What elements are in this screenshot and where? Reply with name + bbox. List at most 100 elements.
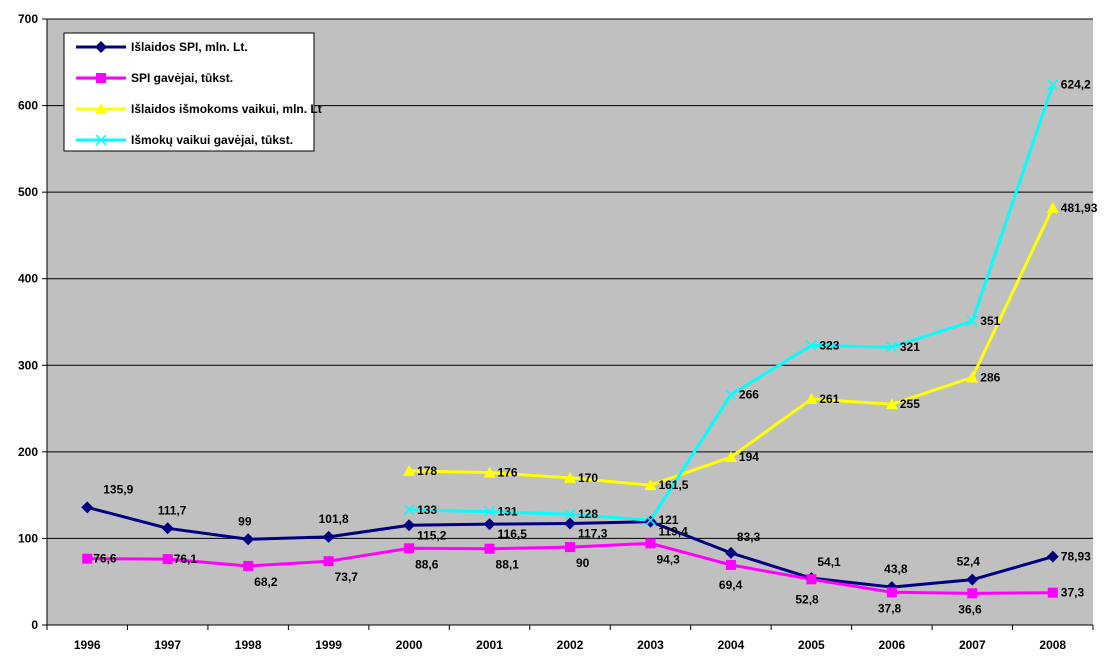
data-point [644,514,656,526]
data-label: 286 [980,370,1000,384]
data-label: 115,2 [417,528,447,542]
data-point [644,479,657,491]
x-tick-label: 2008 [1039,638,1066,652]
data-label: 194 [739,450,759,464]
data-point [484,543,495,554]
x-tick-label: 2000 [396,638,423,652]
data-point [886,341,898,353]
data-point [805,393,818,405]
data-point [724,546,737,559]
y-tick-label: 300 [18,358,38,372]
data-label: 266 [739,388,759,402]
data-point [484,506,496,518]
legend-marker [96,73,106,83]
data-point [644,515,657,528]
data-label: 321 [900,340,920,354]
x-tick-label: 2007 [959,638,986,652]
data-label: 43,8 [884,562,908,576]
y-axis-ticks: 0 100 200 300 400 500 600 700 [18,12,47,632]
data-point [565,542,575,553]
legend-label: Išmokų vaikui gavėjai, tūkst. [131,133,293,147]
data-label: 178 [417,464,437,478]
data-point [403,519,416,532]
data-label: 68,2 [254,575,278,589]
data-point [967,588,978,599]
x-tick-label: 2001 [476,638,503,652]
data-point [564,471,576,483]
data-label: 78,93 [1061,550,1091,564]
x-tick-label: 2002 [557,638,584,652]
x-tick-label: 2003 [637,638,664,652]
data-label: 94,3 [656,552,680,566]
data-point [162,554,173,565]
x-axis-ticks: 1996 1997 1998 1999 2000 2001 2002 2003 2004 2005… [46,625,1094,652]
x-tick-label: 1996 [74,638,101,652]
x-tick-label: 2004 [718,638,745,652]
data-label: 83,3 [737,530,761,544]
data-point [1046,201,1059,213]
x-tick-label: 1999 [315,638,342,652]
data-labels: 135,9 111,7 99 101,8 115,2 116,5 117,3 119,4 83,… [93,78,1098,617]
data-point [966,315,978,327]
series-markers [81,79,1059,599]
data-point [483,466,496,478]
data-label: 255 [900,397,920,411]
x-tick-label: 2006 [878,638,905,652]
data-point [564,508,576,520]
data-point [645,538,656,549]
legend-box [63,32,315,152]
legend: Išlaidos SPI, mln. Lt. SPI gavėjai, tūkst… [63,32,322,152]
data-label: 117,3 [578,526,608,540]
data-point [725,389,737,401]
data-label: 351 [980,314,1000,328]
data-point [564,517,576,530]
y-tick-label: 500 [18,185,38,199]
data-label: 54,1 [817,555,841,569]
data-label: 37,3 [1061,586,1085,600]
data-label: 128 [578,507,598,521]
data-label: 131 [498,505,518,519]
data-point [403,464,416,476]
data-point [1046,550,1059,563]
data-label: 73,7 [335,570,359,584]
data-label: 116,5 [498,527,528,541]
data-point [404,543,415,554]
x-tick-label: 2005 [798,638,825,652]
y-tick-label: 200 [18,445,38,459]
data-point [82,553,93,564]
data-label: 135,9 [103,482,133,496]
data-label: 52,4 [957,555,981,569]
data-label: 69,4 [719,578,743,592]
y-tick-label: 100 [18,531,38,545]
legend-marker [95,41,107,53]
data-point [886,587,897,598]
legend-label: Išlaidos SPI, mln. Lt. [131,40,248,54]
y-tick-label: 0 [31,618,38,632]
data-label: 76,1 [174,552,198,566]
data-point [483,518,496,531]
data-point [806,574,817,585]
data-point [323,556,334,567]
data-label: 88,1 [496,558,520,572]
data-label: 76,6 [93,552,117,566]
data-label: 121 [658,513,678,527]
data-label: 52,8 [795,592,819,606]
data-label: 99 [238,514,252,528]
legend-marker [95,134,107,146]
data-point [966,371,979,383]
data-point [243,560,254,571]
data-label: 133 [417,503,437,517]
x-tick-label: 1997 [154,638,181,652]
data-label: 90 [576,556,590,570]
data-label: 624,2 [1061,78,1091,92]
data-label: 170 [578,471,598,485]
data-label: 161,5 [658,478,688,492]
y-tick-label: 700 [18,12,38,26]
data-point [322,530,335,543]
data-point [966,573,979,586]
legend-marker [95,103,107,114]
data-point [403,504,415,516]
data-point [1047,587,1058,598]
data-label: 101,8 [319,512,349,526]
data-label: 119,4 [658,525,688,539]
